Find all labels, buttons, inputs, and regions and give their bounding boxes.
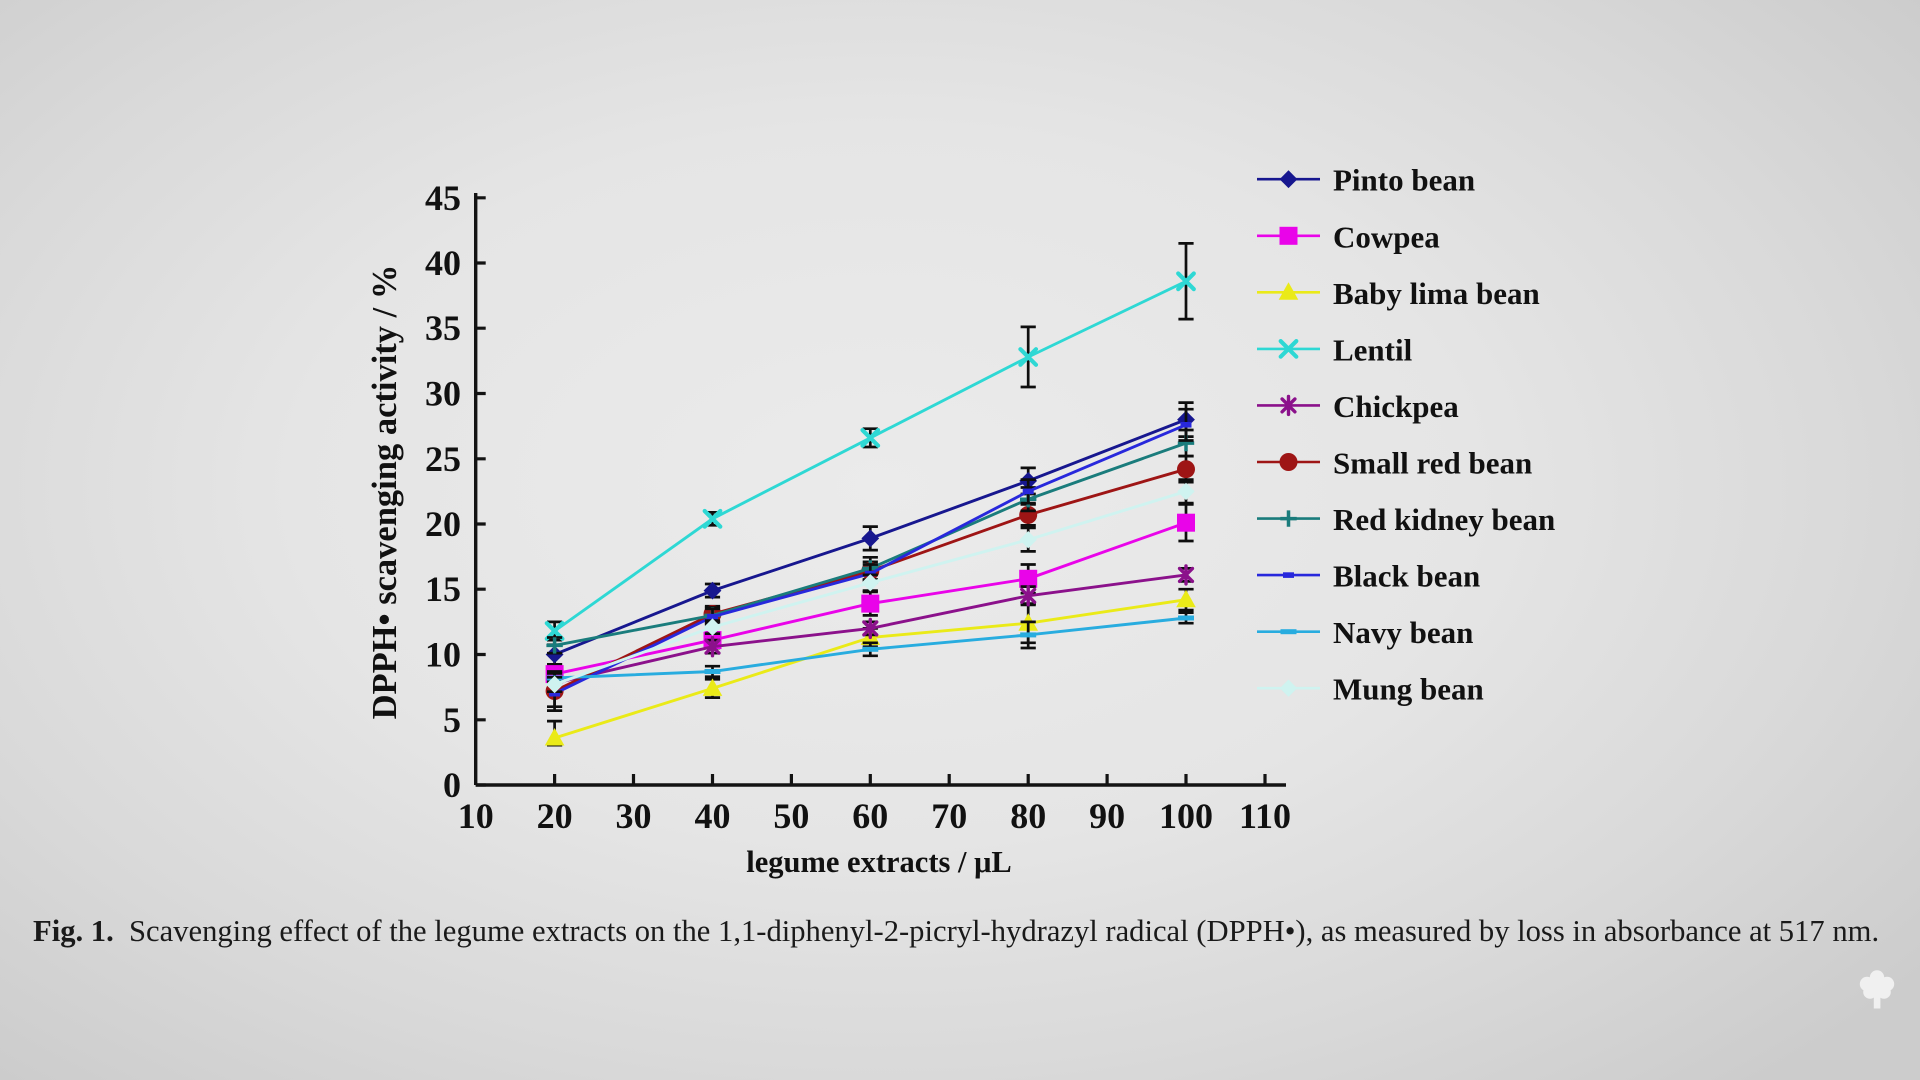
svg-text:80: 80 [1010, 796, 1046, 836]
svg-text:legume extracts / μL: legume extracts / μL [746, 845, 1011, 879]
svg-text:70: 70 [931, 796, 967, 836]
svg-text:Cowpea: Cowpea [1333, 219, 1440, 254]
svg-text:20: 20 [425, 504, 461, 544]
svg-text:25: 25 [425, 439, 461, 479]
svg-text:Fig. 1. Scavenging effect of: Fig. 1. Scavenging effect of the legume … [33, 914, 1879, 948]
svg-text:30: 30 [425, 374, 461, 414]
svg-text:Pinto bean: Pinto bean [1333, 163, 1475, 198]
svg-text:5: 5 [443, 700, 461, 740]
svg-text:Navy bean: Navy bean [1333, 615, 1473, 650]
svg-text:10: 10 [425, 635, 461, 675]
svg-text:45: 45 [425, 178, 461, 218]
svg-text:Red kidney bean: Red kidney bean [1333, 502, 1555, 537]
svg-text:100: 100 [1159, 796, 1213, 836]
svg-text:DPPH• scavenging activity / %: DPPH• scavenging activity / % [366, 265, 404, 720]
svg-text:10: 10 [458, 796, 494, 836]
svg-text:50: 50 [773, 796, 809, 836]
svg-text:20: 20 [537, 796, 573, 836]
svg-text:Black bean: Black bean [1333, 559, 1480, 594]
svg-text:Mung bean: Mung bean [1333, 672, 1484, 707]
svg-text:30: 30 [616, 796, 652, 836]
svg-text:110: 110 [1239, 796, 1291, 836]
svg-text:Chickpea: Chickpea [1333, 389, 1459, 424]
svg-text:90: 90 [1089, 796, 1125, 836]
svg-text:35: 35 [425, 308, 461, 348]
svg-text:Small red bean: Small red bean [1333, 446, 1532, 481]
svg-text:40: 40 [425, 243, 461, 283]
svg-text:Lentil: Lentil [1333, 332, 1413, 367]
svg-text:0: 0 [443, 765, 461, 805]
svg-text:15: 15 [425, 569, 461, 609]
svg-text:60: 60 [852, 796, 888, 836]
svg-text:Baby lima bean: Baby lima bean [1333, 276, 1540, 311]
svg-text:40: 40 [695, 796, 731, 836]
